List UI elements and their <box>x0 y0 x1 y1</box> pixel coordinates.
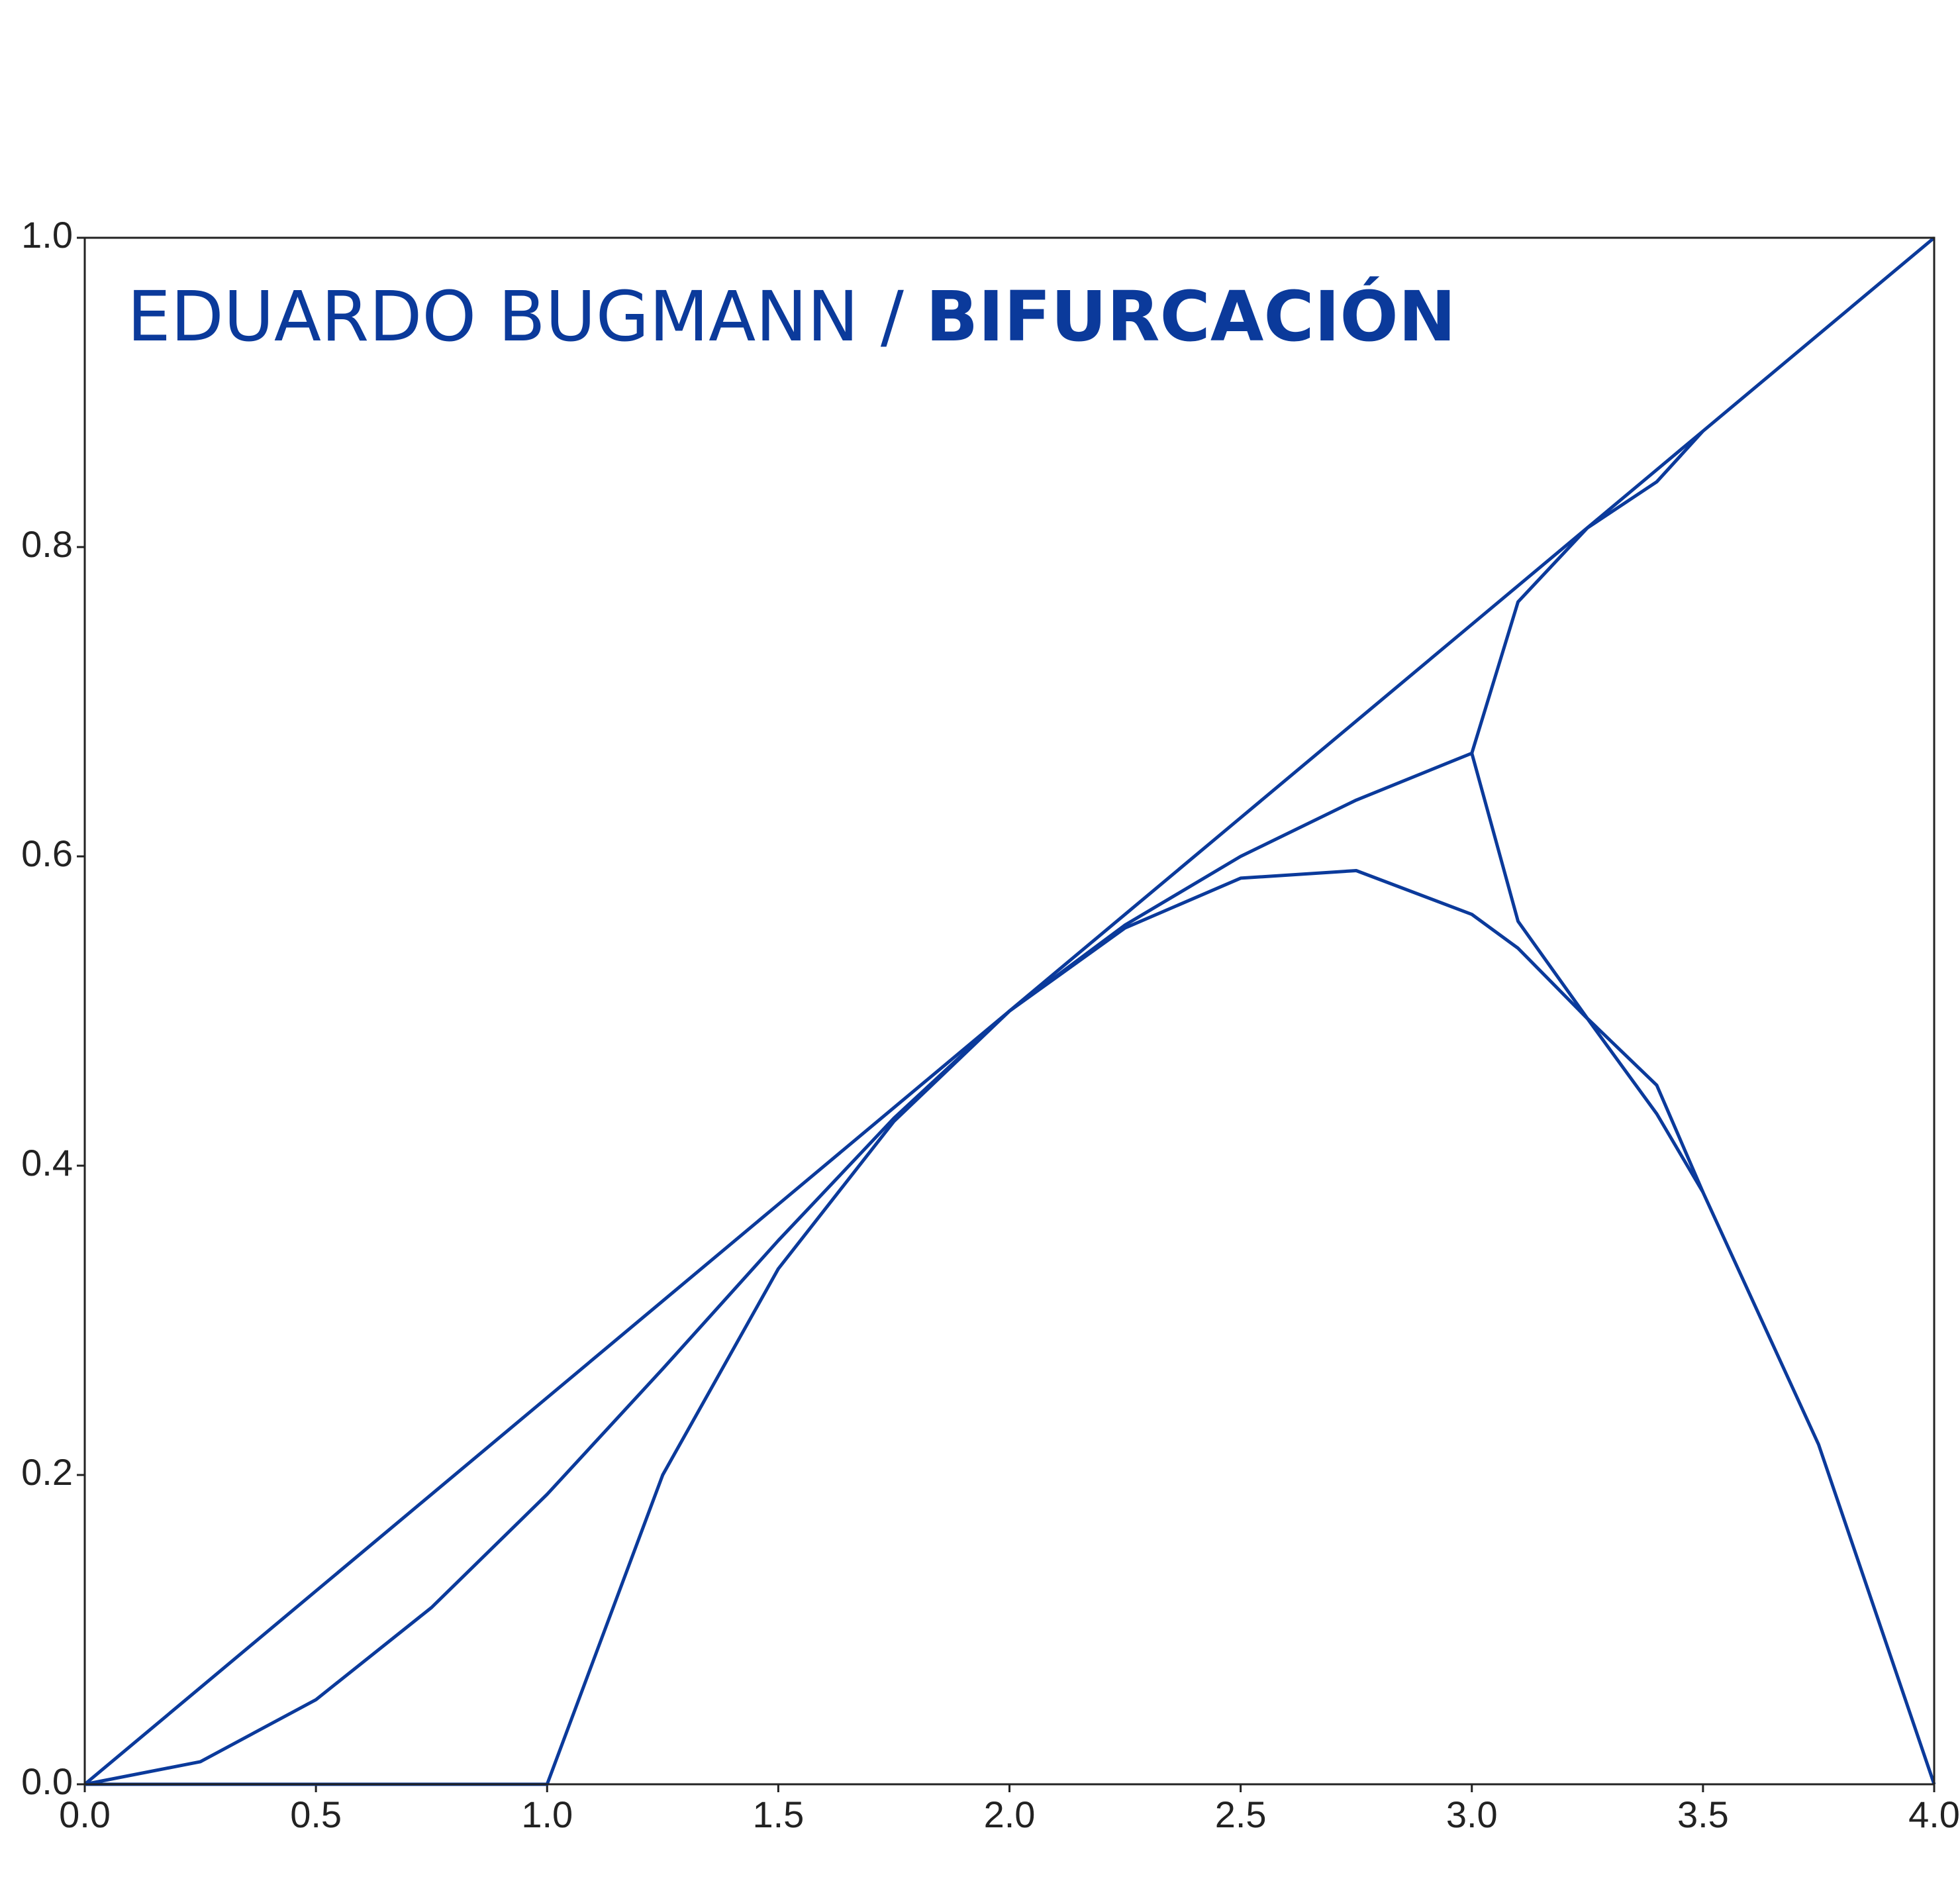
curve <box>84 868 1936 1786</box>
plot-frame <box>83 236 1936 1786</box>
x-tick-label: 1.0 <box>521 1794 573 1835</box>
y-tick-label: 0.4 <box>21 1142 73 1184</box>
artist: EDUARDO BUGMANN / <box>127 276 905 357</box>
y-tick-label: 0.8 <box>21 523 73 565</box>
curve <box>83 236 1936 1786</box>
x-tick-label: 2.0 <box>984 1794 1036 1835</box>
x-tick-label: 1.5 <box>752 1794 804 1835</box>
x-tick-label: 2.5 <box>1215 1794 1267 1835</box>
curve <box>1470 752 1705 1193</box>
x-tick-label: 4.0 <box>1908 1794 1960 1835</box>
x-tick-label: 3.0 <box>1446 1794 1498 1835</box>
y-tick-label: 0.6 <box>21 833 73 874</box>
chart-title: BIFURCACIÓN <box>926 276 1456 357</box>
y-tick-label: 0.2 <box>21 1451 73 1493</box>
chart-title-line: EDUARDO BUGMANN / BIFURCACIÓN <box>127 276 1456 357</box>
y-tick-label: 0.0 <box>21 1760 73 1802</box>
y-tick-label: 1.0 <box>21 214 73 256</box>
x-tick-label: 0.0 <box>59 1794 111 1835</box>
x-tick-label: 0.5 <box>290 1794 342 1835</box>
x-tick-label: 3.5 <box>1677 1794 1729 1835</box>
